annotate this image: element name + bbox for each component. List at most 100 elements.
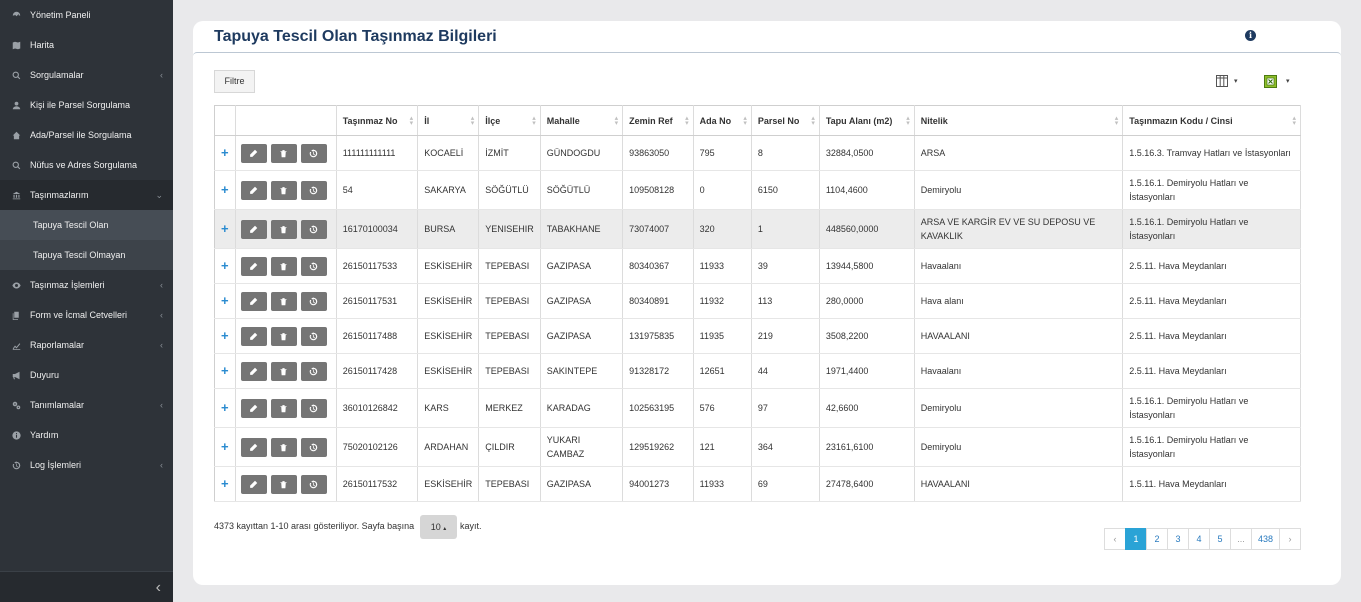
delete-button[interactable]: [270, 398, 297, 418]
expand-row-button[interactable]: +: [214, 283, 236, 319]
edit-button[interactable]: [240, 398, 267, 418]
row-actions: [235, 283, 337, 319]
pagination-page[interactable]: 438: [1250, 528, 1280, 550]
info-icon[interactable]: i: [1245, 30, 1256, 41]
table-row[interactable]: +26150117531 ESKİSEHİR TEPEBASI GAZIPASA 803…: [214, 283, 1301, 319]
pagination-next[interactable]: ›: [1279, 528, 1301, 550]
pagination-prev[interactable]: ‹: [1103, 528, 1126, 550]
edit-button[interactable]: [240, 180, 267, 200]
column-header[interactable]: Nitelik ▴ ▾: [914, 105, 1124, 136]
columns-icon: [1216, 75, 1228, 87]
sidebar-item-taşınmaz-i-şlemleri[interactable]: Taşınmaz İşlemleri ‹: [0, 270, 173, 300]
expand-row-button[interactable]: +: [214, 170, 236, 210]
sidebar-item-raporlamalar[interactable]: Raporlamalar ‹: [0, 330, 173, 360]
history-button[interactable]: [300, 437, 327, 457]
edit-button[interactable]: [240, 256, 267, 276]
column-header[interactable]: Tapu Alanı (m2) ▴ ▾: [819, 105, 915, 136]
column-header[interactable]: Zemin Ref ▴ ▾: [622, 105, 694, 136]
expand-row-button[interactable]: +: [214, 248, 236, 284]
pagination-page[interactable]: ...: [1229, 528, 1252, 550]
edit-button[interactable]: [240, 474, 267, 494]
pagination-page[interactable]: 4: [1187, 528, 1210, 550]
table-row[interactable]: +26150117533 ESKİSEHİR TEPEBASI GAZIPASA 803…: [214, 248, 1301, 284]
delete-button[interactable]: [270, 180, 297, 200]
table-cell: 1104,4600: [819, 170, 915, 210]
edit-button[interactable]: [240, 326, 267, 346]
column-header[interactable]: Ada No ▴ ▾: [693, 105, 752, 136]
expand-row-button[interactable]: +: [214, 388, 236, 428]
table-row[interactable]: +26150117532 ESKİSEHİR TEPEBASI GAZIPASA 940…: [214, 466, 1301, 502]
column-header[interactable]: Parsel No ▴ ▾: [751, 105, 820, 136]
delete-button[interactable]: [270, 326, 297, 346]
sidebar-item-harita[interactable]: Harita: [0, 30, 173, 60]
sidebar-item-tapuya-tescil-olmayan[interactable]: Tapuya Tescil Olmayan: [0, 240, 173, 270]
column-header[interactable]: İlçe ▴ ▾: [478, 105, 541, 136]
trash-icon: [280, 332, 287, 340]
history-button[interactable]: [300, 219, 327, 239]
sidebar-item-ada-parsel-ile-sorgulama[interactable]: Ada/Parsel ile Sorgulama: [0, 120, 173, 150]
column-header[interactable]: Taşınmaz No ▴ ▾: [336, 105, 419, 136]
history-button[interactable]: [300, 326, 327, 346]
sidebar-item-tanımlamalar[interactable]: Tanımlamalar ‹: [0, 390, 173, 420]
history-button[interactable]: [300, 474, 327, 494]
expand-row-button[interactable]: +: [214, 135, 236, 171]
delete-button[interactable]: [270, 219, 297, 239]
sidebar-item-taşınmazlarım[interactable]: Taşınmazlarım ⌄: [0, 180, 173, 210]
history-button[interactable]: [300, 143, 327, 163]
sidebar-item-tapuya-tescil-olan[interactable]: Tapuya Tescil Olan: [0, 210, 173, 240]
table-cell: 3508,2200: [819, 318, 915, 354]
history-button[interactable]: [300, 256, 327, 276]
pagination-page[interactable]: 5: [1208, 528, 1231, 550]
edit-button[interactable]: [240, 291, 267, 311]
delete-button[interactable]: [270, 256, 297, 276]
delete-button[interactable]: [270, 437, 297, 457]
table-row[interactable]: +111111111111 KOCAELİ İZMİT GÜNDOGDU 9386305…: [214, 135, 1301, 171]
delete-button[interactable]: [270, 361, 297, 381]
edit-icon: [250, 297, 258, 305]
expand-row-button[interactable]: +: [214, 466, 236, 502]
sidebar-item-yardım[interactable]: Yardım: [0, 420, 173, 450]
expand-row-button[interactable]: +: [214, 353, 236, 389]
table-row[interactable]: +26150117488 ESKİSEHİR TEPEBASI GAZIPASA 131…: [214, 318, 1301, 354]
edit-button[interactable]: [240, 219, 267, 239]
sidebar-item-yönetim-paneli[interactable]: Yönetim Paneli: [0, 0, 173, 30]
history-button[interactable]: [300, 180, 327, 200]
table-row[interactable]: +16170100034 BURSA YENISEHIR TABAKHANE 73074…: [214, 209, 1301, 249]
history-button[interactable]: [300, 291, 327, 311]
expand-row-button[interactable]: +: [214, 318, 236, 354]
column-header[interactable]: Taşınmazın Kodu / Cinsi ▴ ▾: [1122, 105, 1301, 136]
history-button[interactable]: [300, 361, 327, 381]
delete-button[interactable]: [270, 291, 297, 311]
sidebar-item-sorgulamalar[interactable]: Sorgulamalar ‹: [0, 60, 173, 90]
edit-button[interactable]: [240, 437, 267, 457]
filter-button[interactable]: Filtre: [214, 70, 255, 93]
sidebar-item-log-i-şlemleri[interactable]: Log İşlemleri ‹: [0, 450, 173, 480]
table-row[interactable]: +75020102126 ARDAHAN ÇILDIR YUKARI CAMBAZ 12…: [214, 427, 1301, 467]
history-button[interactable]: [300, 398, 327, 418]
table-row[interactable]: +26150117428 ESKİSEHİR TEPEBASI SAKINTEPE 91…: [214, 353, 1301, 389]
delete-button[interactable]: [270, 143, 297, 163]
sidebar-item-form-ve-i-cmal-cetvelleri[interactable]: Form ve İcmal Cetvelleri ‹: [0, 300, 173, 330]
export-excel-button[interactable]: ▾: [1264, 75, 1290, 90]
column-header[interactable]: İl ▴ ▾: [417, 105, 480, 136]
expand-row-button[interactable]: +: [214, 209, 236, 249]
sidebar-item-nüfus-ve-adres-sorgulama[interactable]: Nüfus ve Adres Sorgulama: [0, 150, 173, 180]
column-header[interactable]: Mahalle ▴ ▾: [540, 105, 624, 136]
pagination-page[interactable]: 3: [1166, 528, 1189, 550]
table-cell: GAZIPASA: [540, 248, 624, 284]
table-cell: YUKARI CAMBAZ: [540, 427, 624, 467]
sidebar-item-duyuru[interactable]: Duyuru: [0, 360, 173, 390]
pagination-page[interactable]: 1: [1124, 528, 1147, 550]
delete-button[interactable]: [270, 474, 297, 494]
edit-button[interactable]: [240, 361, 267, 381]
table-row[interactable]: +36010126842 KARS MERKEZ KARADAG 102563195 57…: [214, 388, 1301, 428]
sidebar-collapse-button[interactable]: ‹: [155, 579, 161, 596]
sidebar-item-label: Tapuya Tescil Olmayan: [33, 250, 126, 260]
expand-row-button[interactable]: +: [214, 427, 236, 467]
column-visibility-button[interactable]: ▾: [1216, 75, 1238, 89]
sidebar-item-kişi-ile-parsel-sorgulama[interactable]: Kişi ile Parsel Sorgulama: [0, 90, 173, 120]
edit-button[interactable]: [240, 143, 267, 163]
table-row[interactable]: +54 SAKARYA SÖĞÜTLÜ SÖĞÜTLÜ 109508128 0 6150 11…: [214, 170, 1301, 210]
pagination-page[interactable]: 2: [1145, 528, 1168, 550]
page-size-select[interactable]: 10 ▴: [420, 515, 457, 539]
